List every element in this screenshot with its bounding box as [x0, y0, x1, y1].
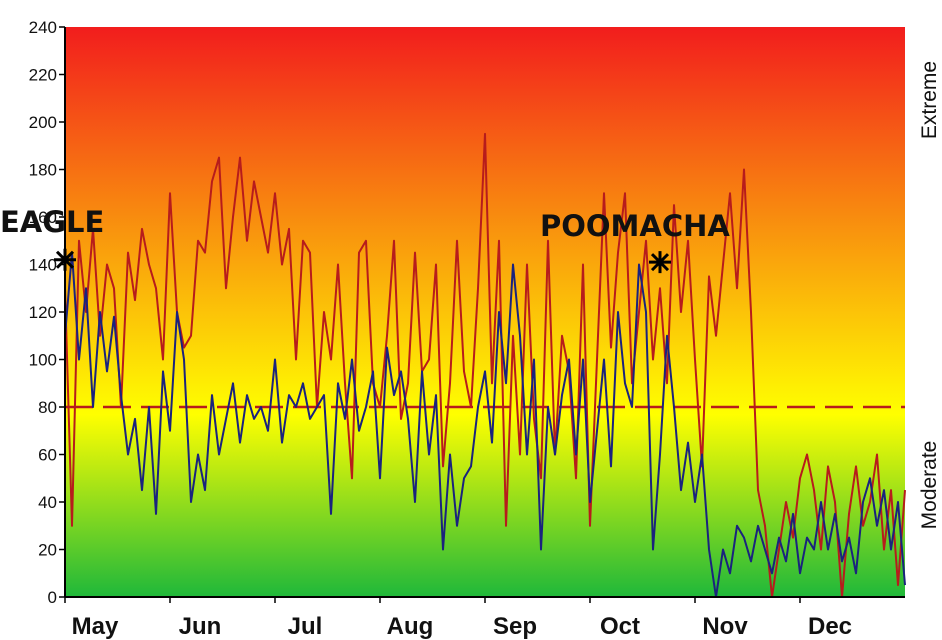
x-axis: May Jun Jul Aug Sep Oct Nov Dec: [64, 597, 852, 640]
annotations: EAGLE POOMACHA: [0, 205, 730, 274]
y-tick-label: 200: [29, 113, 57, 132]
annotation-label: POOMACHA: [540, 209, 730, 243]
annotation-marker: [649, 251, 671, 274]
y-tick-label: 100: [29, 351, 57, 370]
x-month-label: Sep: [493, 613, 537, 640]
zone-label-extreme: Extreme: [918, 61, 941, 139]
y-tick-label: 180: [29, 161, 57, 180]
y-axis: 0 20 40 60 80 100 120 140 160 180 200 220 240: [29, 18, 65, 607]
x-month-label: Dec: [808, 613, 852, 640]
x-month-label: May: [72, 613, 119, 640]
series-line-blue: [64, 251, 906, 598]
y-tick-label: 80: [38, 398, 57, 417]
x-month-label: Jul: [288, 613, 323, 640]
x-month-label: Oct: [600, 613, 640, 640]
x-month-label: Jun: [179, 613, 222, 640]
y-tick-label: 120: [29, 303, 57, 322]
plot-area: [65, 27, 905, 597]
x-month-label: Aug: [387, 613, 434, 640]
y-tick-label: 140: [29, 256, 57, 275]
y-tick-label: 0: [48, 588, 57, 607]
annotation-label: EAGLE: [0, 205, 104, 239]
x-month-label: Nov: [702, 613, 748, 640]
y-tick-label: 20: [38, 541, 57, 560]
y-tick-label: 220: [29, 66, 57, 85]
y-tick-label: 60: [38, 446, 57, 465]
series-line-red: [64, 132, 906, 598]
y-tick-label: 40: [38, 493, 57, 512]
zone-label-moderate: Moderate: [918, 441, 941, 530]
y-tick-label: 240: [29, 18, 57, 37]
annotation-marker: [54, 248, 76, 271]
y-tick-label: 160: [29, 208, 57, 227]
